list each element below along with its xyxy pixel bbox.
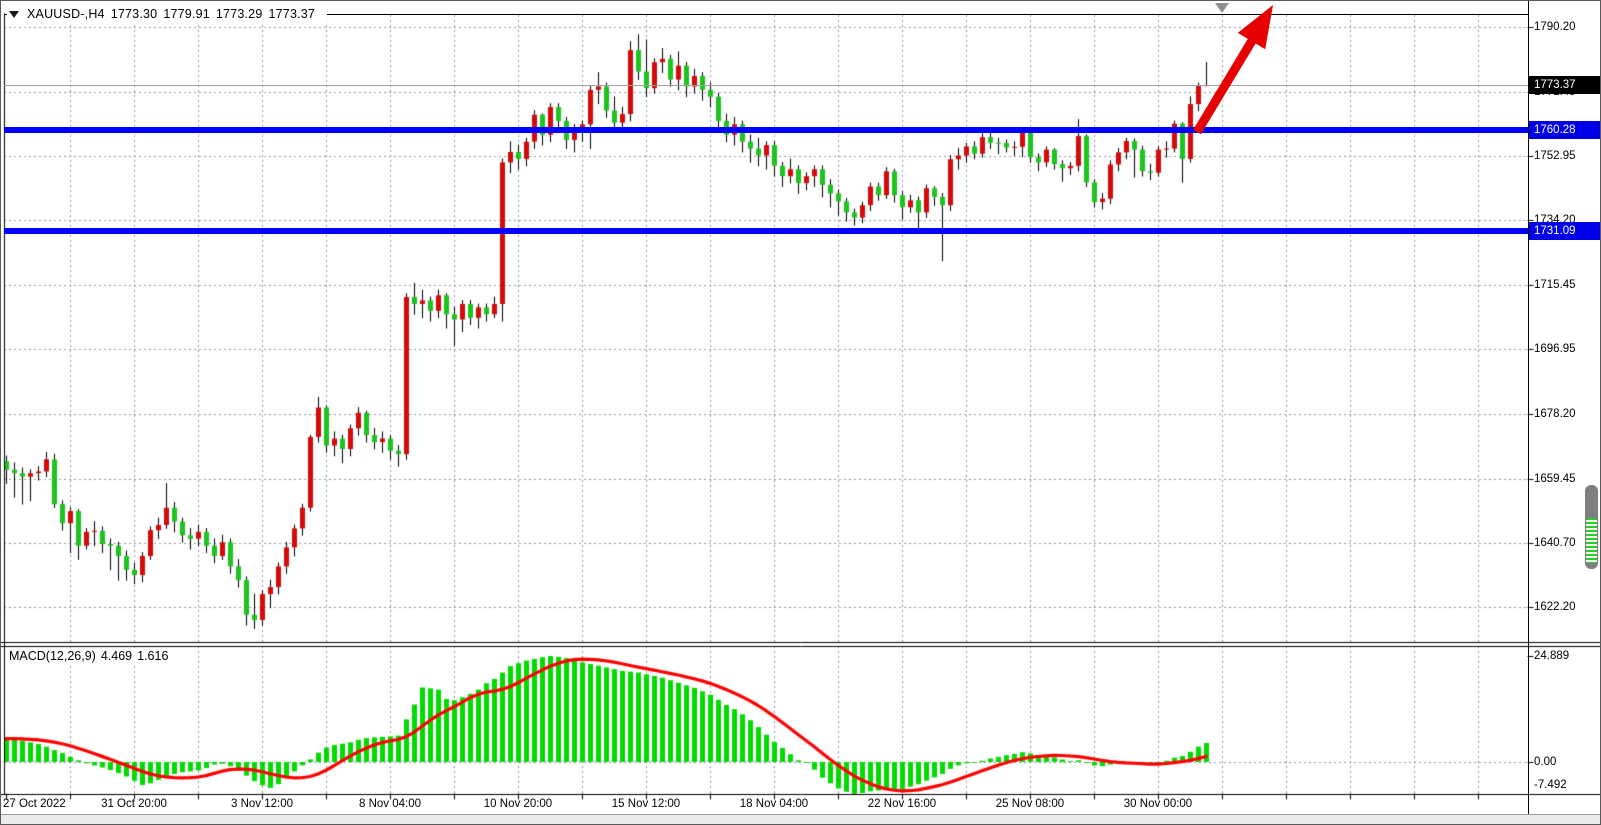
price-axis-label: 1752.95 [1534,149,1576,162]
support-line-1760[interactable] [4,127,1528,134]
time-axis-label: 27 Oct 2022 [3,798,66,810]
price-axis-label: 1640.70 [1534,537,1576,550]
ohlc-low: 1773.29 [215,7,263,21]
symbol-ohlc-info: XAUUSD-,H4 1773.30 1779.91 1773.29 1773.37 [27,7,321,21]
macd-axis-label: 0.00 [1534,756,1557,768]
bid-price-line [4,85,1528,86]
price-axis-label: 1790.20 [1534,21,1576,33]
symbol-period-label: XAUUSD-,H4 [27,7,105,21]
triangle-marker-icon[interactable] [1215,3,1229,13]
price-axis-label: 1678.20 [1534,407,1576,420]
scrollbar-green-stripes [1586,518,1597,563]
time-axis-label: 3 Nov 12:00 [230,798,294,810]
price-axis-label: 1715.45 [1534,279,1576,292]
ohlc-high: 1779.91 [163,7,210,21]
chevron-down-icon[interactable] [9,10,19,18]
current-price-box: 1773.37 [1529,76,1600,95]
macd-signal-value: 1.616 [137,649,169,663]
price-axis-label: 1696.95 [1534,343,1576,356]
price-axis[interactable] [1528,1,1600,814]
support-line-1731[interactable] [4,228,1528,235]
time-axis-label: 22 Nov 16:00 [867,798,937,810]
horizontal-line-object[interactable] [4,14,1528,15]
time-axis-label: 30 Nov 00:00 [1123,798,1193,810]
time-axis-label: 8 Nov 04:00 [358,798,422,810]
level-price-box: 1760.28 [1529,121,1600,140]
time-axis-label: 25 Nov 08:00 [995,798,1065,810]
time-axis-label: 31 Oct 20:00 [101,798,167,810]
macd-axis-label: -7.492 [1534,779,1567,791]
time-axis-label: 18 Nov 04:00 [739,798,809,810]
trend-arrow-up[interactable] [1181,1,1311,146]
time-axis-label: 10 Nov 20:00 [483,798,553,810]
chart-title-bar: XAUUSD-,H4 1773.30 1779.91 1773.29 1773.37 [7,5,328,23]
price-axis-label: 1622.20 [1534,601,1576,614]
status-bar [1,814,1600,824]
macd-indicator-label: MACD(12,26,9) 4.469 1.616 [9,649,178,663]
price-axis-label: 1659.45 [1534,472,1576,485]
macd-name: MACD(12,26,9) [9,649,96,663]
time-axis-label: 15 Nov 12:00 [611,798,681,810]
level-price-box: 1731.09 [1529,222,1600,241]
macd-value: 4.469 [100,649,133,663]
ohlc-close: 1773.37 [268,7,316,21]
macd-axis-label: 24.889 [1534,649,1570,662]
ohlc-open: 1773.30 [110,7,158,21]
